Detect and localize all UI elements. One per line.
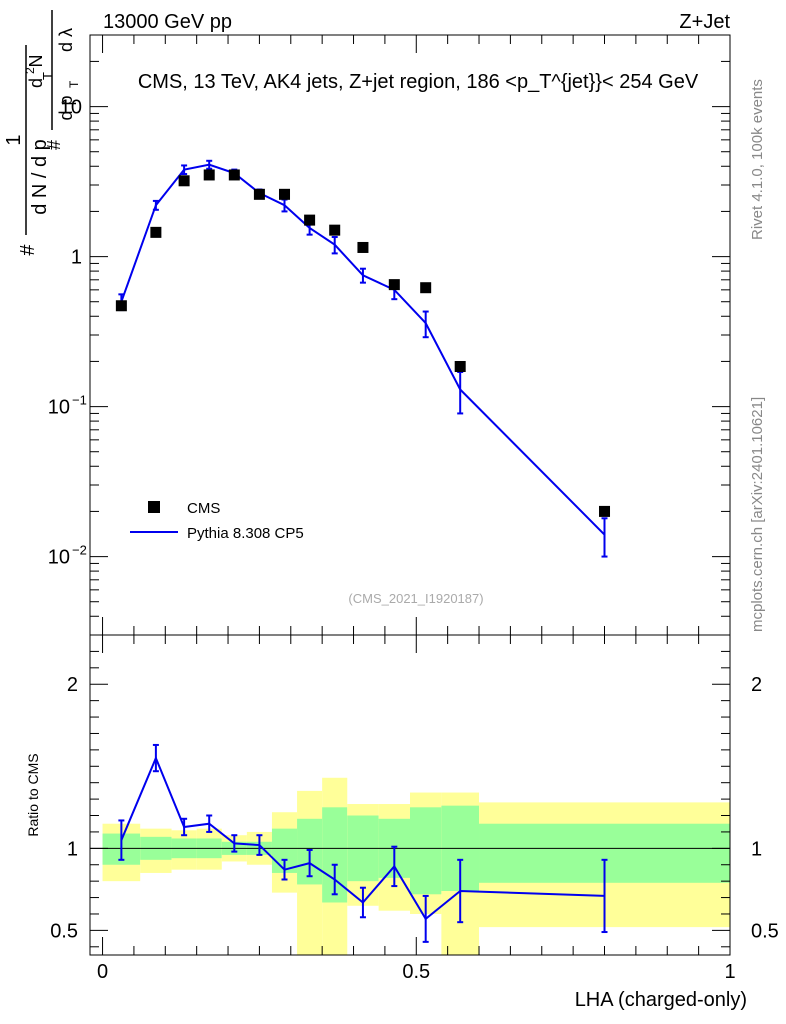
cms-data-point (304, 214, 316, 226)
ylabel-dlambda: d λ (56, 28, 76, 52)
main-frame (89, 34, 731, 636)
ratio-y-tick-label: 2 (67, 674, 78, 696)
ratio-y-tick-label: 0.5 (50, 920, 78, 942)
ratio-y-tick-label-right: 2 (751, 674, 762, 696)
ylabel-numerator: 1 (3, 134, 25, 145)
energy-label: 13000 GeV pp (103, 11, 232, 33)
ratio-x-tick-label: 0 (97, 961, 108, 983)
ratio-marks (118, 743, 608, 943)
mcplots-label: mcplots.cern.ch [arXiv:2401.10621] (749, 397, 766, 632)
main-y-tick-label: 1 (71, 247, 82, 269)
main-y-axis-label: 1 d N / d p T # d 2 N d p T d λ # (3, 10, 81, 256)
cms-data-point (150, 226, 162, 238)
legend-cms-marker (148, 501, 160, 513)
ratio-y-axis-label: Ratio to CMS (25, 753, 41, 836)
main-y-tick-label: 10 (48, 547, 70, 569)
cms-data-point (454, 360, 466, 372)
main-y-tick-exponent: −2 (72, 543, 87, 558)
main-title: CMS, 13 TeV, AK4 jets, Z+jet region, 186… (138, 71, 699, 93)
ratio-x-tick-label: 1 (724, 961, 735, 983)
main-y-tick-label: 10 (60, 97, 82, 119)
ylabel-sub-t-2: T (67, 80, 81, 88)
main-y-tick-exponent: −1 (72, 393, 87, 408)
cms-data-point (228, 169, 240, 181)
ratio-band-inner (410, 807, 442, 895)
ylabel-sub-t-1: T (40, 72, 55, 80)
legend-cms-label: CMS (187, 500, 220, 517)
ylabel-hash-2: # (44, 140, 64, 150)
cms-data-point (253, 188, 265, 200)
ratio-ticks: 0.5 0.5 1 1 2 2 0 0.5 1 (50, 635, 779, 983)
ylabel-denominator-2: d p (56, 95, 76, 120)
rivet-label: Rivet 4.1.0, 100k events (749, 79, 766, 240)
analysis-watermark: (CMS_2021_I1920187) (348, 591, 483, 606)
cms-data-point (203, 169, 215, 181)
legend: CMS Pythia 8.308 CP5 (130, 500, 304, 542)
ylabel-n: N (26, 55, 46, 68)
cms-data-point (599, 505, 611, 517)
cms-data-point (178, 175, 190, 187)
main-marks (115, 159, 611, 558)
ratio-bands (90, 777, 730, 955)
ylabel-hash-1: # (17, 244, 39, 256)
cms-data-point (420, 282, 432, 294)
ratio-y-tick-label: 1 (67, 838, 78, 860)
ratio-panel: 0.5 0.5 1 1 2 2 0 0.5 1 Ratio to CMS LHA (charge… (25, 634, 779, 1011)
ylabel-d: d (26, 78, 46, 88)
ratio-y-tick-label-right: 1 (751, 838, 762, 860)
process-label: Z+Jet (679, 11, 730, 33)
cms-data-point (357, 241, 369, 253)
ylabel-denominator-1: d N / d p (29, 139, 51, 215)
main-y-tick-label: 10 (48, 397, 70, 419)
mc-line (120, 163, 606, 536)
ratio-line (120, 755, 605, 921)
ratio-x-tick-label: 0.5 (402, 961, 430, 983)
cms-data-point (329, 224, 341, 236)
x-axis-label: LHA (charged-only) (575, 989, 747, 1011)
ratio-frame (89, 634, 731, 956)
cms-data-point (115, 300, 127, 312)
ylabel-sup-2: 2 (23, 67, 37, 74)
legend-pythia-label: Pythia 8.308 CP5 (187, 525, 304, 542)
ratio-y-tick-label-right: 0.5 (751, 920, 779, 942)
cms-data-point (388, 279, 400, 291)
cms-data-point (279, 188, 291, 200)
